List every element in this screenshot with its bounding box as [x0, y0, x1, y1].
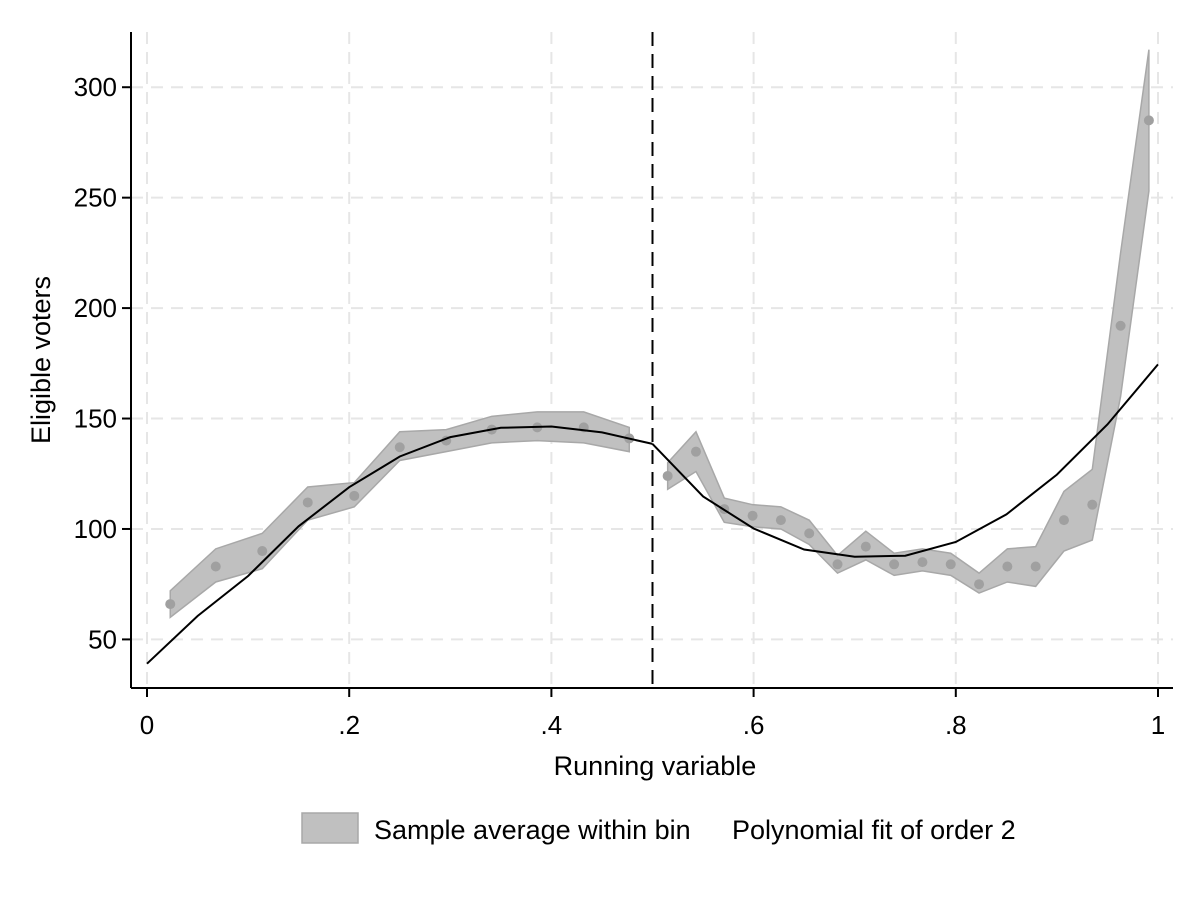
bin-point	[747, 510, 758, 521]
bin-point	[889, 559, 900, 570]
bin-point	[394, 442, 405, 453]
bin-point	[662, 470, 673, 481]
x-axis-title: Running variable	[554, 751, 757, 781]
bin-point	[974, 579, 985, 590]
y-tick-label: 50	[88, 624, 117, 654]
bin-point	[860, 541, 871, 552]
bin-point	[1115, 320, 1126, 331]
bin-point	[690, 446, 701, 457]
y-ticks: 50 100 150 200 250 300	[74, 72, 131, 654]
x-ticks: 0 .2 .4 .6 .8 1	[140, 688, 1165, 740]
axes	[130, 32, 1173, 689]
bin-point	[302, 497, 313, 508]
bin-point	[804, 528, 815, 539]
polynomial-fit	[146, 363, 1159, 665]
bin-point	[1058, 515, 1069, 526]
x-tick-label: .8	[945, 710, 967, 740]
legend-label-band: Sample average within bin	[374, 815, 691, 845]
legend-label-fit: Polynomial fit of order 2	[732, 815, 1016, 845]
bin-point	[165, 599, 176, 610]
bin-point	[1087, 499, 1098, 510]
y-tick-label: 150	[74, 404, 117, 434]
bin-point	[775, 515, 786, 526]
bin-point	[210, 561, 221, 572]
fit-segment-left	[146, 425, 653, 665]
legend: Sample average within bin Polynomial fit…	[301, 812, 1016, 845]
y-tick-label: 250	[74, 183, 117, 213]
bin-point	[349, 490, 360, 501]
y-tick-label: 200	[74, 293, 117, 323]
bin-point	[1030, 561, 1041, 572]
y-tick-label: 100	[74, 514, 117, 544]
x-tick-label: 1	[1151, 710, 1165, 740]
bin-point	[1143, 115, 1154, 126]
bin-point	[257, 546, 268, 557]
y-axis-title: Eligible voters	[26, 276, 56, 444]
legend-swatch-band	[301, 812, 359, 844]
ci-band-right	[666, 49, 1150, 594]
x-tick-label: .6	[743, 710, 765, 740]
fit-segment-right	[651, 363, 1159, 558]
x-tick-label: .4	[541, 710, 563, 740]
bin-point	[945, 559, 956, 570]
ci-bands	[169, 49, 1150, 619]
bin-point	[917, 557, 928, 568]
bin-point	[1002, 561, 1013, 572]
y-tick-label: 300	[74, 72, 117, 102]
bin-point	[832, 559, 843, 570]
x-tick-label: 0	[140, 710, 154, 740]
ci-band-left	[169, 411, 630, 619]
x-tick-label: .2	[338, 710, 360, 740]
